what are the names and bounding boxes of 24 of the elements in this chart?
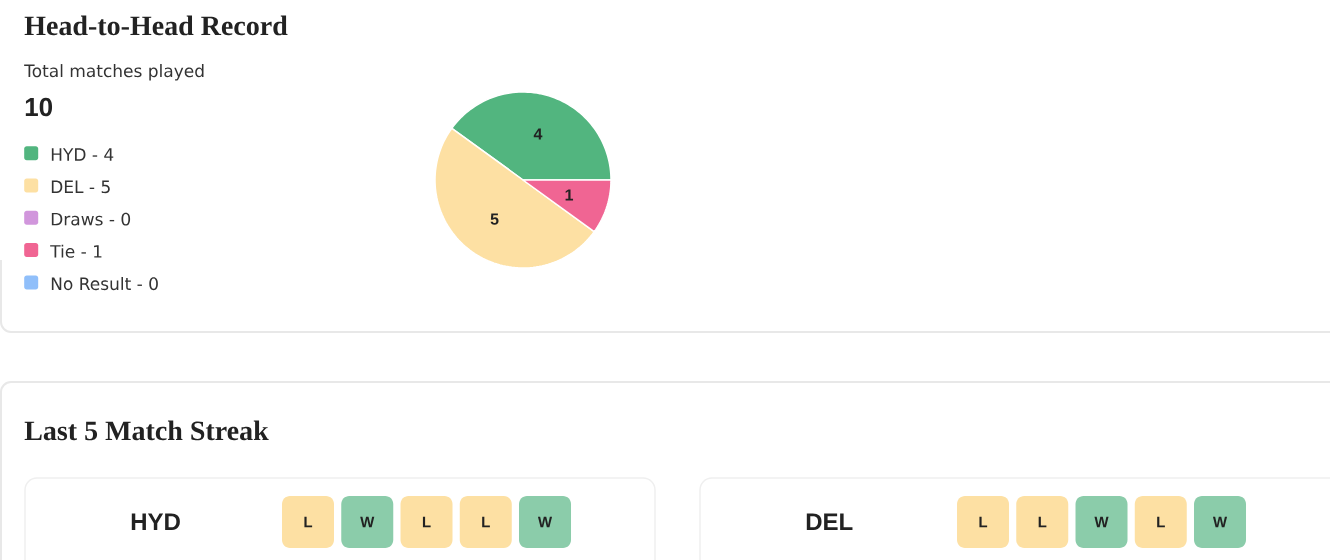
legend-label: HYD - 4 bbox=[51, 148, 114, 161]
data-label: 1 bbox=[565, 189, 574, 201]
text: L bbox=[422, 516, 431, 528]
chart-subtitle: Total matches played bbox=[24, 64, 204, 81]
text: W bbox=[1094, 516, 1109, 528]
text: 10 bbox=[25, 97, 53, 117]
text: W bbox=[360, 516, 375, 528]
data-label: 5 bbox=[490, 213, 499, 225]
chart-title: Head-to-Head Record bbox=[24, 15, 288, 36]
category-label: DEL bbox=[806, 513, 853, 530]
legend-label: Draws - 0 bbox=[51, 212, 131, 226]
text: L bbox=[979, 516, 988, 528]
text: L bbox=[304, 516, 313, 528]
text: L bbox=[1038, 516, 1047, 528]
text: L bbox=[482, 516, 490, 528]
legend-label: Tie - 1 bbox=[50, 244, 102, 258]
text: W bbox=[1212, 516, 1228, 528]
legend-label: DEL - 5 bbox=[51, 180, 110, 194]
data-label: 4 bbox=[533, 128, 543, 140]
text: W bbox=[537, 516, 553, 528]
text: Last 5 Match Streak bbox=[24, 420, 269, 441]
category-label: HYD bbox=[131, 513, 180, 530]
text: L bbox=[1157, 516, 1165, 528]
legend-label: No Result - 0 bbox=[51, 276, 158, 291]
